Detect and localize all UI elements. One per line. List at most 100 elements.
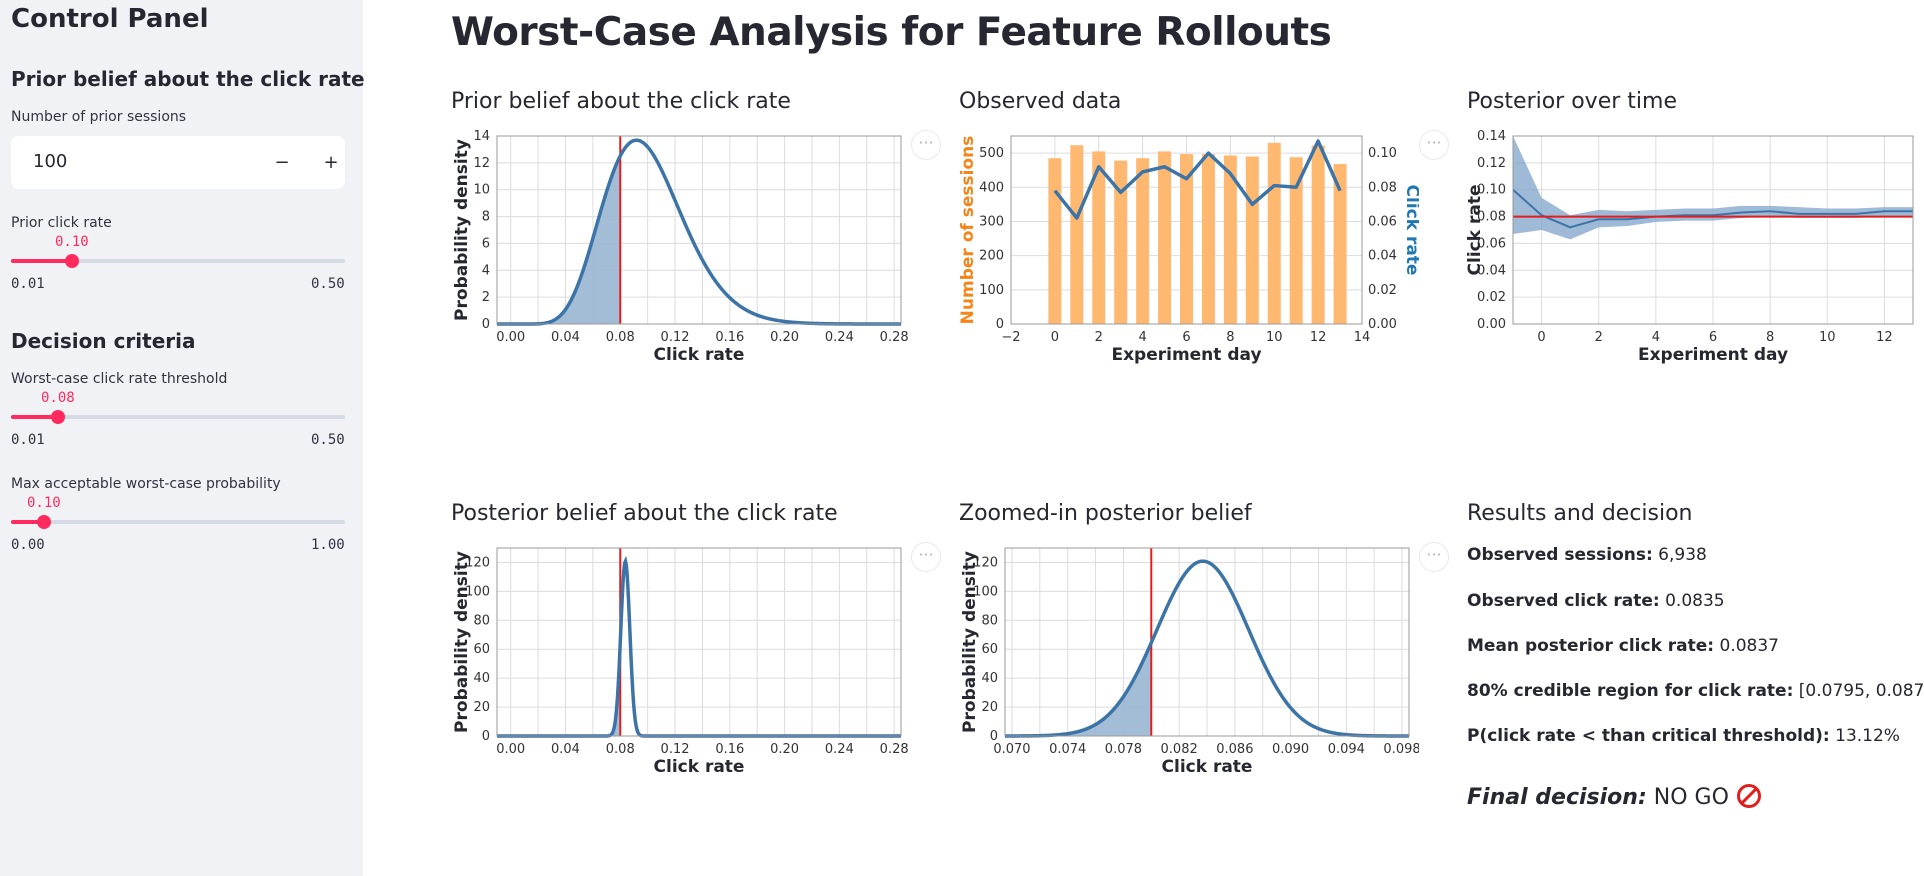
x-tick-label: 6 [1709,330,1717,345]
increment-button[interactable]: + [323,152,339,173]
x-tick-label: 12 [1876,330,1893,345]
y2-tick-label: 0.08 [1368,180,1397,195]
x-tick-label: 0.16 [715,330,744,345]
y-tick-label: 20 [473,700,490,715]
sidebar: Control Panel Prior belief about the cli… [0,0,365,876]
x-tick-label: 0.16 [715,742,744,757]
x-tick-label: 0.082 [1161,742,1198,757]
results-title: Results and decision [1467,501,1693,526]
y-tick-label: 100 [979,283,1004,298]
observed-rate-label: Observed click rate: [1467,591,1660,611]
observed-sessions-value: 6,938 [1658,545,1707,565]
threshold-max: 0.50 [311,432,345,448]
y-tick-label: 0.06 [1477,236,1506,251]
y-axis-label: Probability density [452,551,472,733]
sessions-bar [1333,164,1347,324]
decrement-button[interactable]: − [274,152,290,173]
y-tick-label: 12 [473,156,490,171]
x-axis-label: Click rate [654,757,745,777]
x-tick-label: 0.00 [496,330,525,345]
prior-chart-title: Prior belief about the click rate [451,89,791,114]
observed-chart: −2 0 2 4 6 8 10 12 1401002003004005000.000.020.0… [959,135,1419,365]
chart-menu-icon[interactable]: ··· [911,130,941,160]
y-tick-label: 0 [482,317,490,332]
y-tick-label: 10 [473,183,490,198]
x-tick-label: 0.20 [770,742,799,757]
tail-area [497,155,621,324]
x-axis-label: Click rate [1162,757,1253,777]
x-tick-label: 4 [1138,330,1146,345]
sidebar-title: Control Panel [11,4,209,34]
posterior-chart-title: Posterior belief about the click rate [451,501,838,526]
posterior-time-chart-title: Posterior over time [1467,89,1677,114]
y-tick-label: 400 [979,180,1004,195]
y-tick-label: 20 [981,700,998,715]
sessions-bar [1201,154,1215,324]
observed-rate-value: 0.0835 [1665,591,1725,611]
y-tick-label: 60 [981,642,998,657]
max-prob-thumb[interactable] [37,515,51,529]
click-rate-line [1053,139,1342,220]
prior-header: Prior belief about the click rate [11,67,365,91]
x-tick-label: 0.20 [770,330,799,345]
x-tick-label: 0.04 [551,742,580,757]
tail-area [497,642,621,736]
y-tick-label: 120 [973,555,998,570]
y-tick-label: 0.08 [1477,210,1506,225]
mean-posterior-row: Mean posterior click rate: 0.0837 [1467,636,1779,656]
sessions-bar [1158,151,1172,324]
x-tick-label: 0.08 [606,742,635,757]
prior-click-rate-thumb[interactable] [65,254,79,268]
threshold-thumb[interactable] [51,410,65,424]
y-axis-label: Probability density [960,551,980,733]
prior-chart: 0.00 0.04 0.08 0.12 0.16 0.20 0.24 0.28 0 2 4 6 8 10 1… [452,129,909,365]
y-tick-label: 0 [482,729,490,744]
y2-tick-label: 0.10 [1368,146,1397,161]
x-tick-label: 0.08 [606,330,635,345]
chart-menu-icon[interactable]: ··· [911,542,941,572]
x-tick-label: 8 [1766,330,1774,345]
prior-click-rate-slider[interactable] [11,254,345,268]
y-tick-label: 0.14 [1477,129,1506,144]
max-prob-value: 0.10 [27,495,61,511]
chart-menu-icon[interactable]: ··· [1419,542,1449,572]
prior-click-rate-label: Prior click rate [11,215,112,231]
x-tick-label: 0.12 [661,742,690,757]
x-axis-label: Experiment day [1638,345,1788,365]
x-tick-label: 0.12 [661,330,690,345]
density-curve [1004,559,1410,738]
chart-menu-icon[interactable]: ··· [1419,130,1449,160]
observed-sessions-row: Observed sessions: 6,938 [1467,545,1707,565]
y-tick-label: 14 [473,129,490,144]
x-tick-label: 0.090 [1272,742,1309,757]
x-tick-label: 4 [1652,330,1660,345]
y-axis-label: Click rate [1467,185,1485,276]
observed-rate-row: Observed click rate: 0.0835 [1467,591,1725,611]
plot-frame [1512,135,1914,325]
prior-sessions-input[interactable]: 100 − + [11,136,345,189]
credible-region-value: [0.0795, 0.0879] [1798,681,1924,701]
y-tick-label: 6 [482,236,490,251]
zoomed-chart-title: Zoomed-in posterior belief [959,501,1252,526]
x-tick-label: 12 [1310,330,1327,345]
posterior-time-chart: 0 2 4 6 8 10 12 0.00 0.02 0.04 0.06 0.08 0.10 0.12 0.1… [1467,129,1914,365]
x-tick-label: 0.00 [496,742,525,757]
x-tick-label: 0.28 [880,742,909,757]
probability-row: P(click rate < than critical threshold):… [1467,726,1900,746]
mean-posterior-label: Mean posterior click rate: [1467,636,1715,656]
max-prob-slider[interactable] [11,515,345,529]
y-tick-label: 80 [981,613,998,628]
y2-axis-label: Click rate [1402,185,1419,276]
credible-region-label: 80% credible region for click rate: [1467,681,1794,701]
threshold-slider[interactable] [11,410,345,424]
prior-sessions-value[interactable]: 100 [33,151,68,172]
x-tick-label: 0.094 [1328,742,1365,757]
y-tick-label: 120 [465,555,490,570]
plot-frame [1010,135,1363,325]
prior-click-rate-value: 0.10 [55,234,89,250]
zoomed-chart: 0.070 0.074 0.078 0.082 0.086 0.090 0.094 0.098… [960,547,1419,777]
y-tick-label: 100 [973,584,998,599]
x-tick-label: 0.04 [551,330,580,345]
x-tick-label: 2 [1595,330,1603,345]
y2-tick-label: 0.02 [1368,283,1397,298]
